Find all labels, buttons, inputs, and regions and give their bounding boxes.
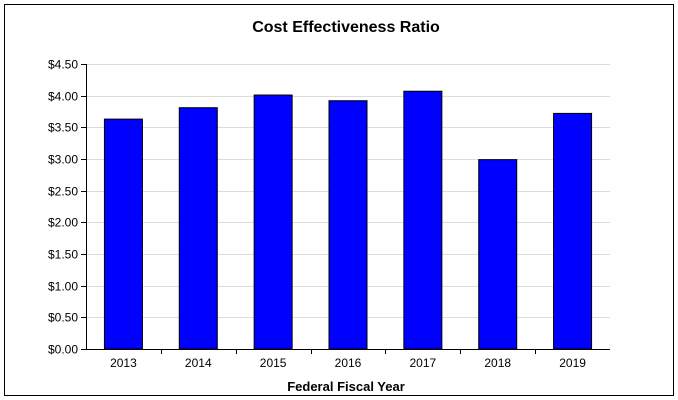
tick-labels: $0.00 $0.50 $1.00 $1.50 $2.00 $2.50 $3.00 $3.50…	[48, 58, 586, 371]
bar-2019	[553, 112, 593, 350]
bar-2016	[328, 100, 368, 350]
y-tick-label: $1.50	[48, 248, 78, 262]
bar-2013	[103, 118, 143, 350]
y-tick-label: $3.50	[48, 121, 78, 135]
x-tick-label-2016: 2016	[335, 356, 362, 370]
bar-2018	[478, 159, 518, 350]
bar-2015	[253, 94, 293, 350]
x-tick-label-2019: 2019	[559, 356, 586, 370]
bar-2014	[178, 107, 218, 350]
y-tick-label: $4.50	[48, 58, 78, 72]
y-tick-label: $2.00	[48, 216, 78, 230]
x-axis-title: Federal Fiscal Year	[287, 379, 405, 394]
axes	[81, 64, 610, 354]
x-tick-label-2018: 2018	[484, 356, 511, 370]
chart-title: Cost Effectiveness Ratio	[252, 19, 440, 36]
x-tick-label-2014: 2014	[185, 356, 212, 370]
y-tick-label: $4.00	[48, 90, 78, 104]
y-tick-label: $3.00	[48, 153, 78, 167]
x-tick-label-2013: 2013	[110, 356, 137, 370]
x-tick-label-2015: 2015	[260, 356, 287, 370]
y-tick-label: $1.00	[48, 280, 78, 294]
y-tick-label: $0.50	[48, 311, 78, 325]
y-tick-label: $2.50	[48, 185, 78, 199]
bars	[103, 90, 593, 350]
y-tick-label: $0.00	[48, 343, 78, 357]
bar-2017	[403, 90, 443, 350]
x-tick-label-2017: 2017	[410, 356, 437, 370]
